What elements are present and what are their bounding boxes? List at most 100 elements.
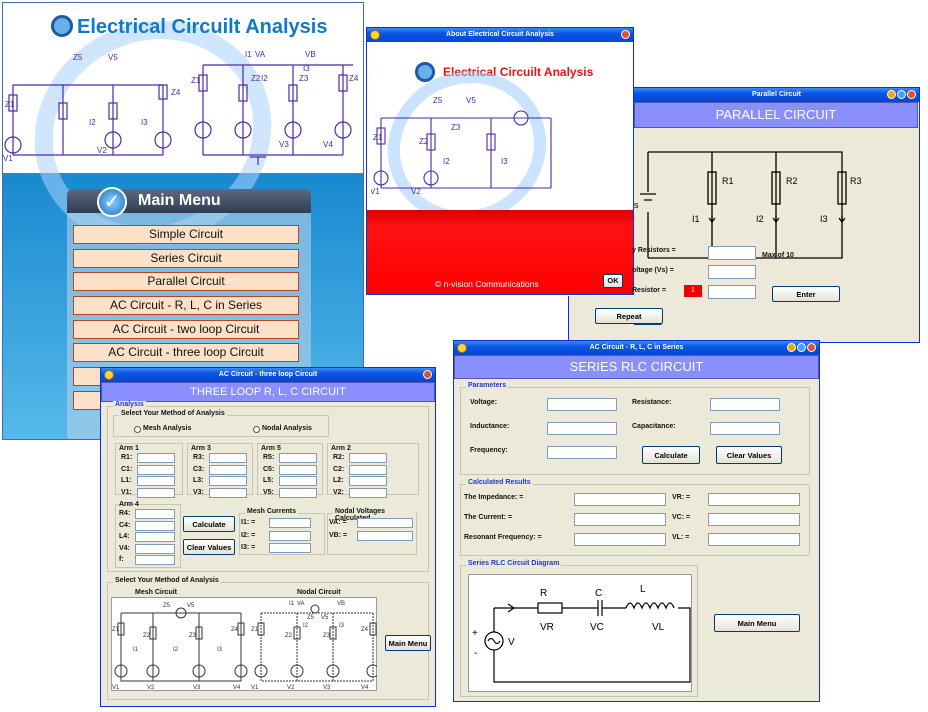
plus-label: + bbox=[472, 628, 478, 639]
tl-v1: V1 bbox=[112, 685, 120, 691]
nodal-circuit-label: Nodal Circuit bbox=[297, 589, 341, 596]
three-title: AC Circuit - three loop Circuit bbox=[218, 371, 318, 378]
arm-field-input[interactable] bbox=[279, 476, 317, 486]
main-menu-title: Main Menu bbox=[138, 192, 221, 209]
arm-field-input[interactable] bbox=[349, 476, 387, 486]
arm-field-input[interactable] bbox=[209, 487, 247, 498]
close-icon[interactable] bbox=[807, 343, 816, 352]
app-title: Electrical Circuilt Analysis bbox=[77, 16, 328, 38]
close-icon[interactable] bbox=[423, 370, 432, 379]
capacitance-input[interactable] bbox=[710, 422, 780, 435]
voltage-input[interactable] bbox=[708, 265, 756, 279]
vr-output bbox=[708, 493, 800, 506]
arm-field-input[interactable] bbox=[209, 453, 247, 463]
resistor-count-input[interactable] bbox=[708, 246, 756, 260]
nodal-va-label: VA: = bbox=[329, 519, 347, 526]
tn-v3: V3 bbox=[323, 685, 331, 691]
inductance-input[interactable] bbox=[547, 422, 617, 435]
repeat-button-visible[interactable]: Repeat bbox=[595, 308, 663, 324]
three-calculate-button[interactable]: Calculate bbox=[183, 516, 235, 532]
arm-field-label: V3: bbox=[193, 488, 204, 496]
arm-field-input[interactable] bbox=[209, 476, 247, 486]
arm-4-title: Arm 2 bbox=[331, 445, 351, 452]
arm-field-input[interactable] bbox=[137, 464, 175, 475]
checkmark-icon: ✓ bbox=[97, 187, 127, 217]
arm-field-label: L2: bbox=[333, 477, 344, 484]
arm-field-input[interactable] bbox=[137, 453, 175, 463]
arm-1-title: Arm 1 bbox=[119, 445, 139, 452]
maximize-icon[interactable] bbox=[897, 90, 906, 99]
series-titlebar: AC Circuit - R, L, C in Series bbox=[454, 341, 819, 355]
vc-output bbox=[708, 513, 800, 526]
impedance-output bbox=[574, 493, 666, 506]
arm4-field-input[interactable] bbox=[135, 532, 175, 542]
arm-field-input[interactable] bbox=[349, 487, 387, 498]
arm-field-label: R2: bbox=[333, 454, 345, 461]
label-z1: Z1 bbox=[5, 100, 15, 109]
arm-field-input[interactable] bbox=[137, 476, 175, 486]
voltage-input[interactable] bbox=[547, 398, 617, 411]
arm-field-label: L3: bbox=[193, 477, 204, 484]
arm4-field-input[interactable] bbox=[135, 520, 175, 531]
arm4-field-input[interactable] bbox=[135, 555, 175, 565]
tn-v4: V4 bbox=[361, 685, 369, 691]
menu-ac-rlc-series[interactable]: AC Circuit - R, L, C in Series bbox=[73, 296, 299, 315]
arm-field-input[interactable] bbox=[279, 464, 317, 475]
parallel-titlebar: Parallel Circuit bbox=[634, 88, 919, 102]
arm-field-label: R5: bbox=[263, 454, 275, 461]
maximize-icon[interactable] bbox=[797, 343, 806, 352]
tn-i2: I2 bbox=[303, 623, 309, 629]
vr-diagram-label: VR bbox=[540, 622, 554, 633]
app-logo-icon bbox=[51, 15, 73, 37]
menu-ac-three-loop[interactable]: AC Circuit - three loop Circuit bbox=[73, 343, 299, 362]
arm-4-group bbox=[115, 504, 181, 568]
minimize-icon[interactable] bbox=[887, 90, 896, 99]
three-heading: THREE LOOP R, L, C CIRCUIT bbox=[101, 382, 435, 402]
rlc-circuit-diagram: R C L VR VC VL V + - bbox=[472, 584, 691, 683]
arm-field-input[interactable] bbox=[279, 453, 317, 463]
analysis-group: Analysis bbox=[107, 401, 429, 572]
arm4-field-input[interactable] bbox=[135, 543, 175, 554]
minimize-icon[interactable] bbox=[787, 343, 796, 352]
resistance-input[interactable] bbox=[710, 398, 780, 411]
resistor-index-badge: 1 bbox=[684, 285, 702, 297]
arm-field-input[interactable] bbox=[349, 453, 387, 463]
series-calculate-button[interactable]: Calculate bbox=[642, 446, 700, 464]
tn-i3: I3 bbox=[339, 623, 345, 629]
vl-diagram-label: VL bbox=[652, 622, 665, 633]
label-z5: Z5 bbox=[73, 53, 83, 62]
about-label-z1: Z1 bbox=[373, 133, 383, 142]
arm-field-input[interactable] bbox=[137, 487, 175, 498]
menu-ac-two-loop[interactable]: AC Circuit - two loop Circuit bbox=[73, 320, 299, 339]
arm4-field-input[interactable] bbox=[135, 509, 175, 519]
tl-z2: Z2 bbox=[143, 633, 151, 639]
three-main-menu-button[interactable]: Main Menu bbox=[385, 635, 431, 651]
arm4-field-label: f: bbox=[119, 556, 124, 563]
arm-field-input[interactable] bbox=[279, 487, 317, 498]
arm-field-input[interactable] bbox=[349, 464, 387, 475]
enter-button[interactable]: Enter bbox=[772, 286, 840, 302]
menu-series-circuit[interactable]: Series Circuit bbox=[73, 249, 299, 268]
ok-button[interactable]: OK bbox=[603, 274, 623, 288]
nodal-radio[interactable] bbox=[253, 426, 260, 433]
method-group: Select Your Method of Analysis bbox=[113, 410, 329, 437]
frequency-input[interactable] bbox=[547, 446, 617, 459]
resistor-value-input[interactable] bbox=[708, 285, 756, 299]
series-clear-button[interactable]: Clear Values bbox=[716, 446, 782, 464]
series-main-menu-button[interactable]: Main Menu bbox=[714, 614, 800, 632]
mesh-radio[interactable] bbox=[134, 426, 141, 433]
label-i1: I1 bbox=[692, 214, 700, 224]
resistance-label: Resistance: bbox=[632, 399, 672, 406]
minus-label: - bbox=[474, 648, 477, 659]
arm-field-input[interactable] bbox=[209, 464, 247, 475]
menu-simple-circuit[interactable]: Simple Circuit bbox=[73, 225, 299, 244]
current-output bbox=[574, 513, 666, 526]
menu-parallel-circuit[interactable]: Parallel Circuit bbox=[73, 272, 299, 291]
arm4-field-label: R4: bbox=[119, 510, 131, 517]
about-red-footer bbox=[367, 210, 633, 294]
close-icon[interactable] bbox=[907, 90, 916, 99]
three-clear-button[interactable]: Clear Values bbox=[183, 539, 235, 555]
close-icon[interactable] bbox=[621, 30, 630, 39]
rlc-diagram-box bbox=[468, 574, 692, 692]
nodal-va-output bbox=[357, 518, 413, 528]
